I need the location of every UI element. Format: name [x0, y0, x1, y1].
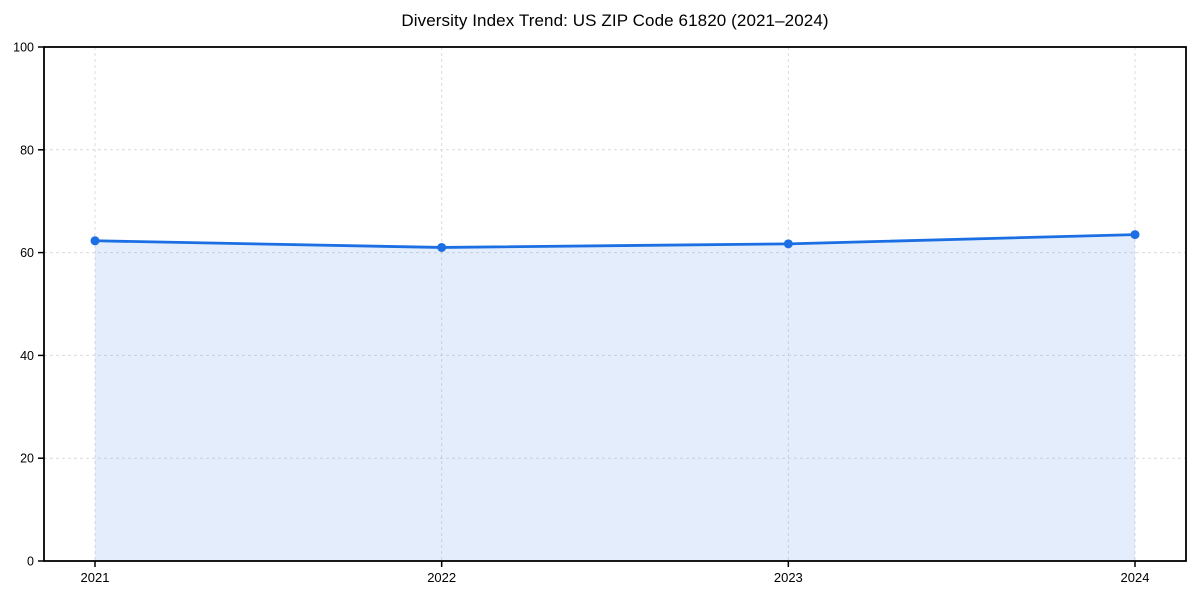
y-tick-label: 80: [20, 143, 34, 157]
x-tick-label: 2022: [427, 570, 456, 585]
area-fill: [95, 234, 1135, 562]
y-tick-label: 60: [20, 246, 34, 260]
plot-frame: [43, 46, 1187, 562]
y-tick-label: 20: [20, 452, 34, 466]
y-tick-label: 0: [27, 555, 34, 569]
chart-title: Diversity Index Trend: US ZIP Code 61820…: [401, 11, 829, 30]
y-tick-label: 100: [13, 41, 34, 55]
x-tick-label: 2021: [81, 570, 110, 585]
data-point: [90, 236, 100, 246]
y-tick-label: 40: [20, 349, 34, 363]
x-tick-label: 2023: [774, 570, 803, 585]
trend-line: [93, 233, 1137, 249]
data-point: [783, 239, 793, 249]
x-tick-label: 2024: [1121, 570, 1150, 585]
data-point: [437, 242, 447, 252]
data-point: [1130, 230, 1140, 240]
